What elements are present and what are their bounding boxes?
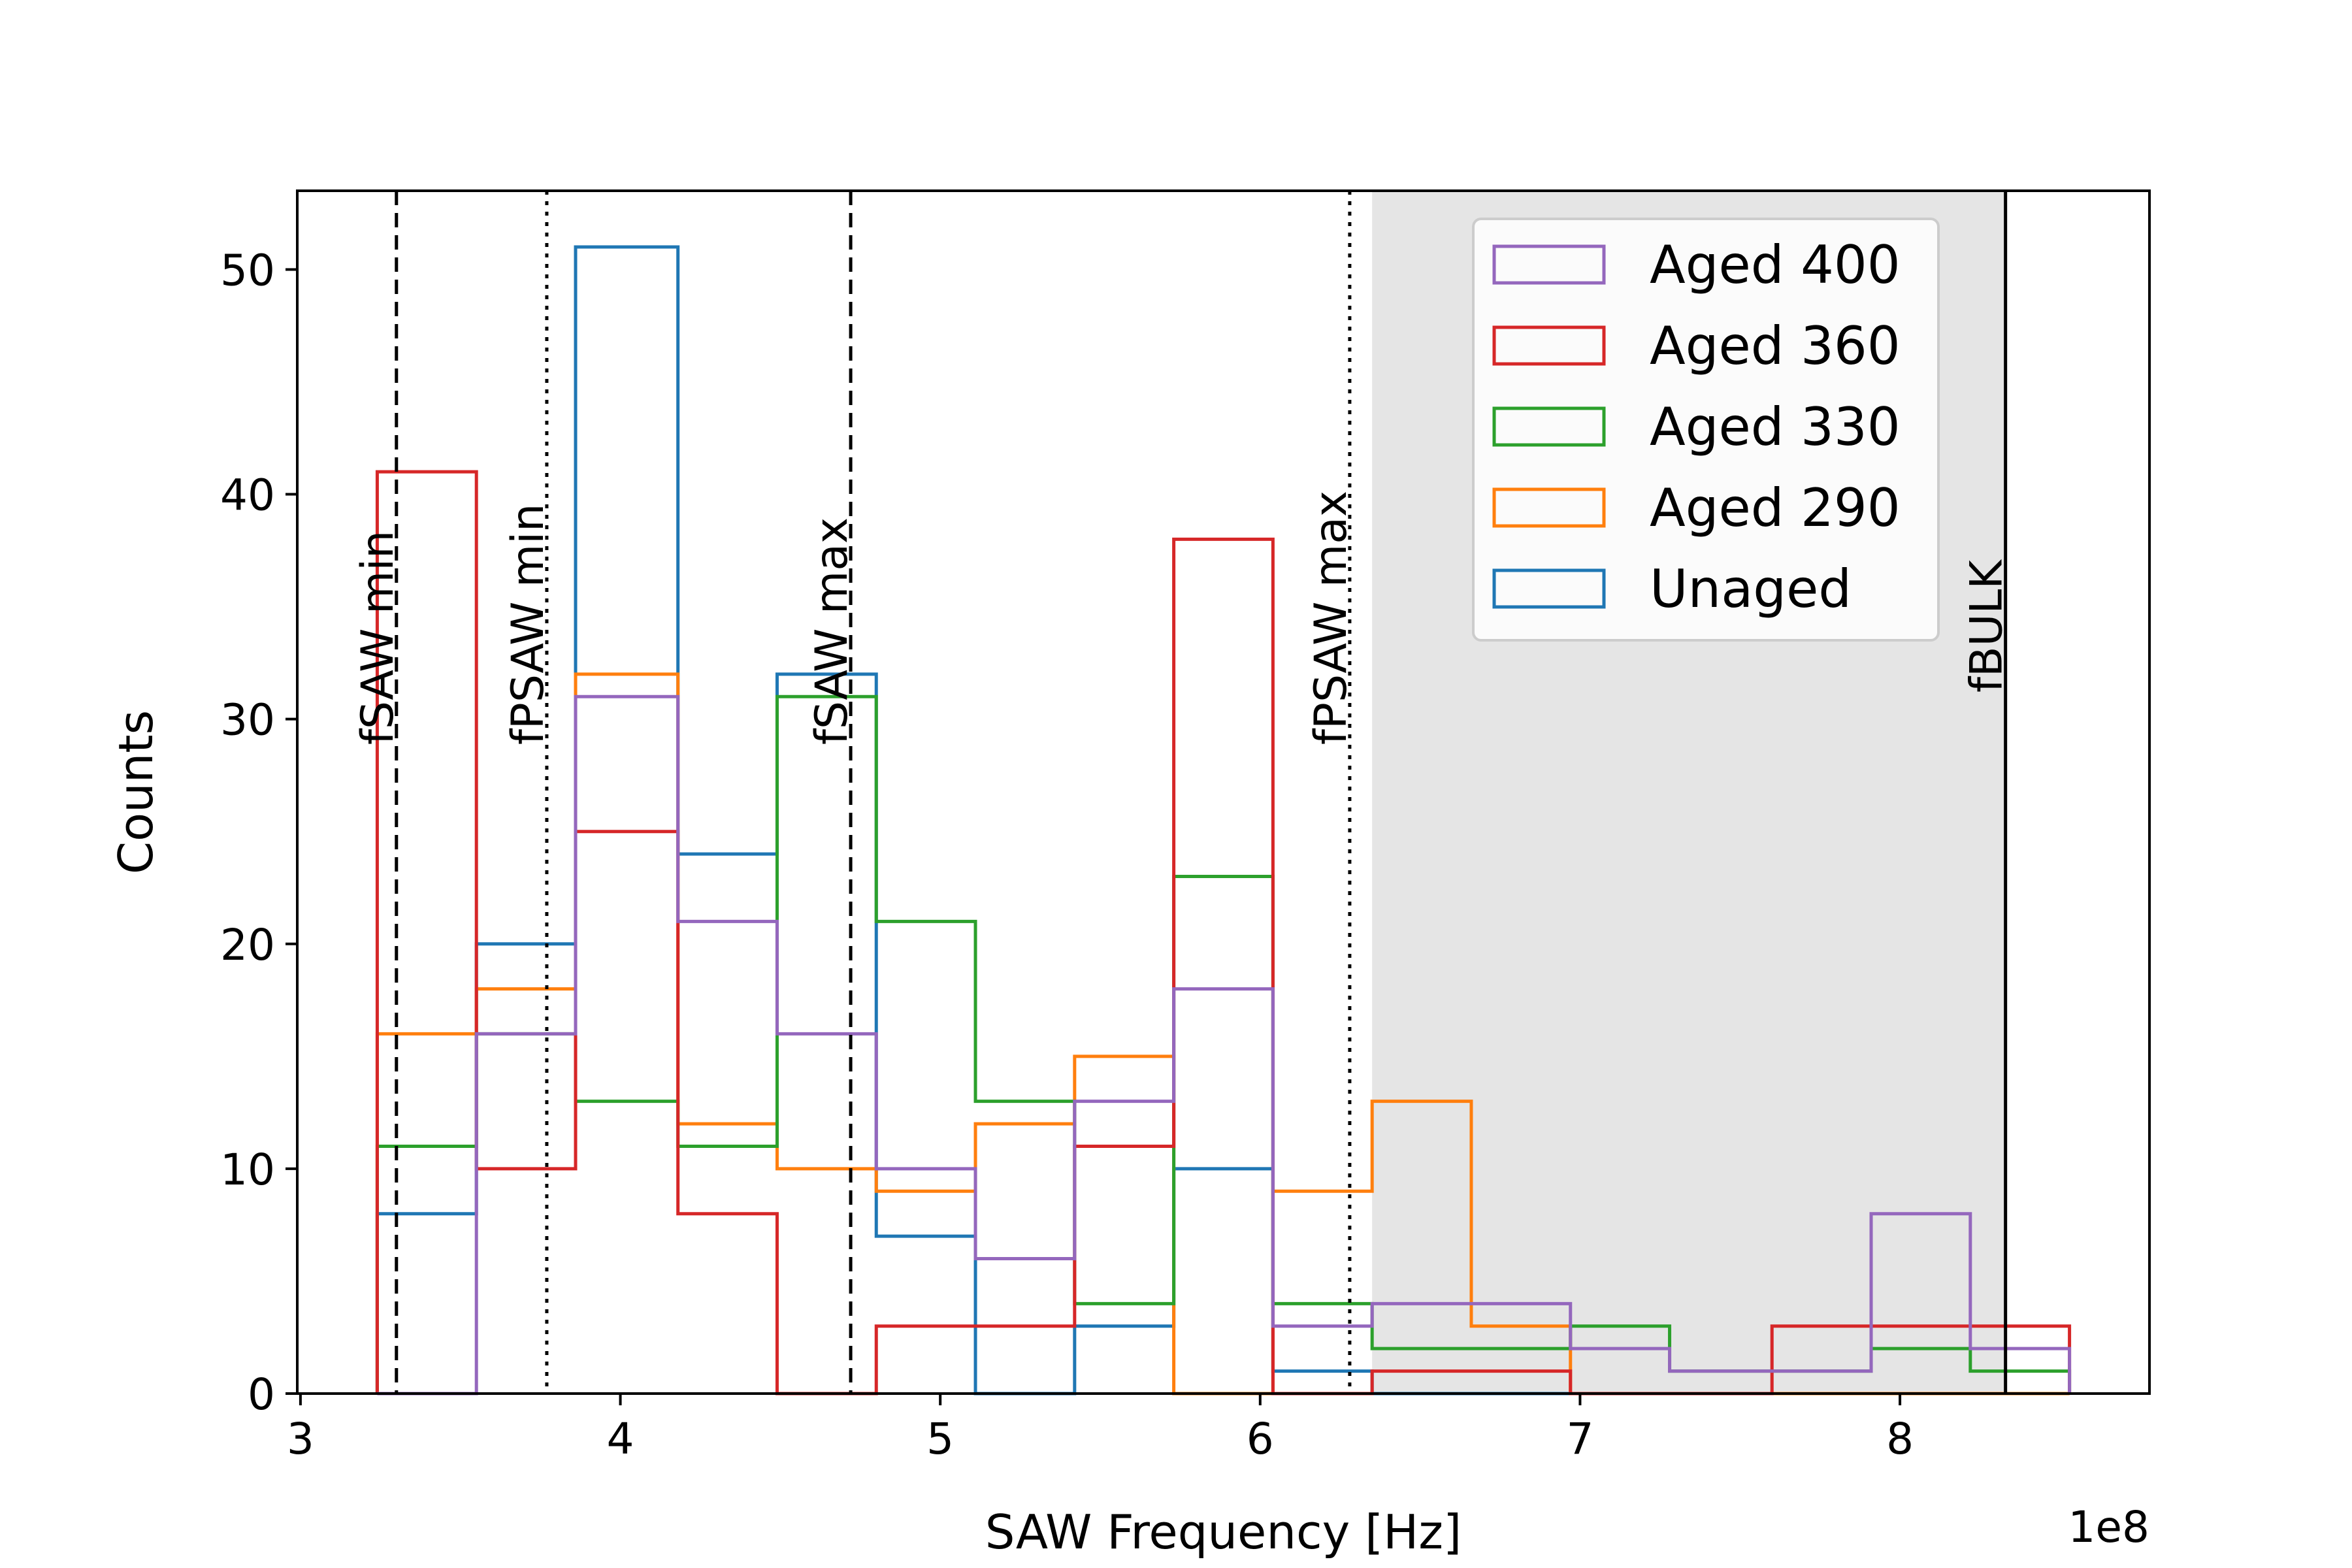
legend-swatch [1492,406,1606,447]
legend-label: Unaged [1650,559,1852,619]
legend-swatch [1492,325,1606,366]
y-tick-label: 40 [220,470,275,521]
x-tick-label: 4 [607,1414,634,1464]
reference-lines-layer: fSAW min fPSAW min fSAW max fPSAW max fBULK [352,191,2013,1394]
ticks-layer: 3 4 5 6 7 8 0 10 20 30 40 50 [220,245,1914,1464]
legend-label: Aged 290 [1650,478,1901,538]
reference-line-label-4: fBULK [1961,559,2013,693]
x-tick-label: 3 [287,1414,314,1464]
series-aged-400 [377,694,2072,1396]
reference-line-label-0: fSAW min [352,531,404,745]
legend-label: Aged 400 [1650,235,1901,295]
y-tick-label: 50 [220,245,275,295]
axes-frame [296,189,2151,1395]
legend-swatch [1492,568,1606,609]
x-tick-label: 6 [1247,1414,1274,1464]
legend-swatch [1492,487,1606,528]
x-tick-label: 7 [1566,1414,1593,1464]
legend-label: Aged 330 [1650,397,1901,457]
y-axis-label: Counts [108,710,163,874]
x-tick-label: 8 [1886,1414,1914,1464]
y-tick-label: 0 [248,1369,275,1420]
legend-box [1472,218,1940,642]
reference-line-label-2: fSAW max [806,517,858,745]
legend-label: Aged 360 [1650,316,1901,376]
x-tick-label: 5 [926,1414,954,1464]
reference-line-label-1: fPSAW min [502,504,554,745]
x-axis-offset-label: 1e8 [2068,1502,2149,1552]
y-tick-label: 30 [220,695,275,745]
y-tick-label: 20 [220,920,275,970]
y-tick-label: 10 [220,1145,275,1195]
reference-line-label-3: fPSAW max [1305,491,1357,745]
legend: Aged 400 Aged 360 Aged 330 Aged 290 Unaged [1472,218,1940,642]
x-axis-label: SAW Frequency [Hz] [985,1505,1462,1560]
legend-swatch [1492,244,1606,285]
